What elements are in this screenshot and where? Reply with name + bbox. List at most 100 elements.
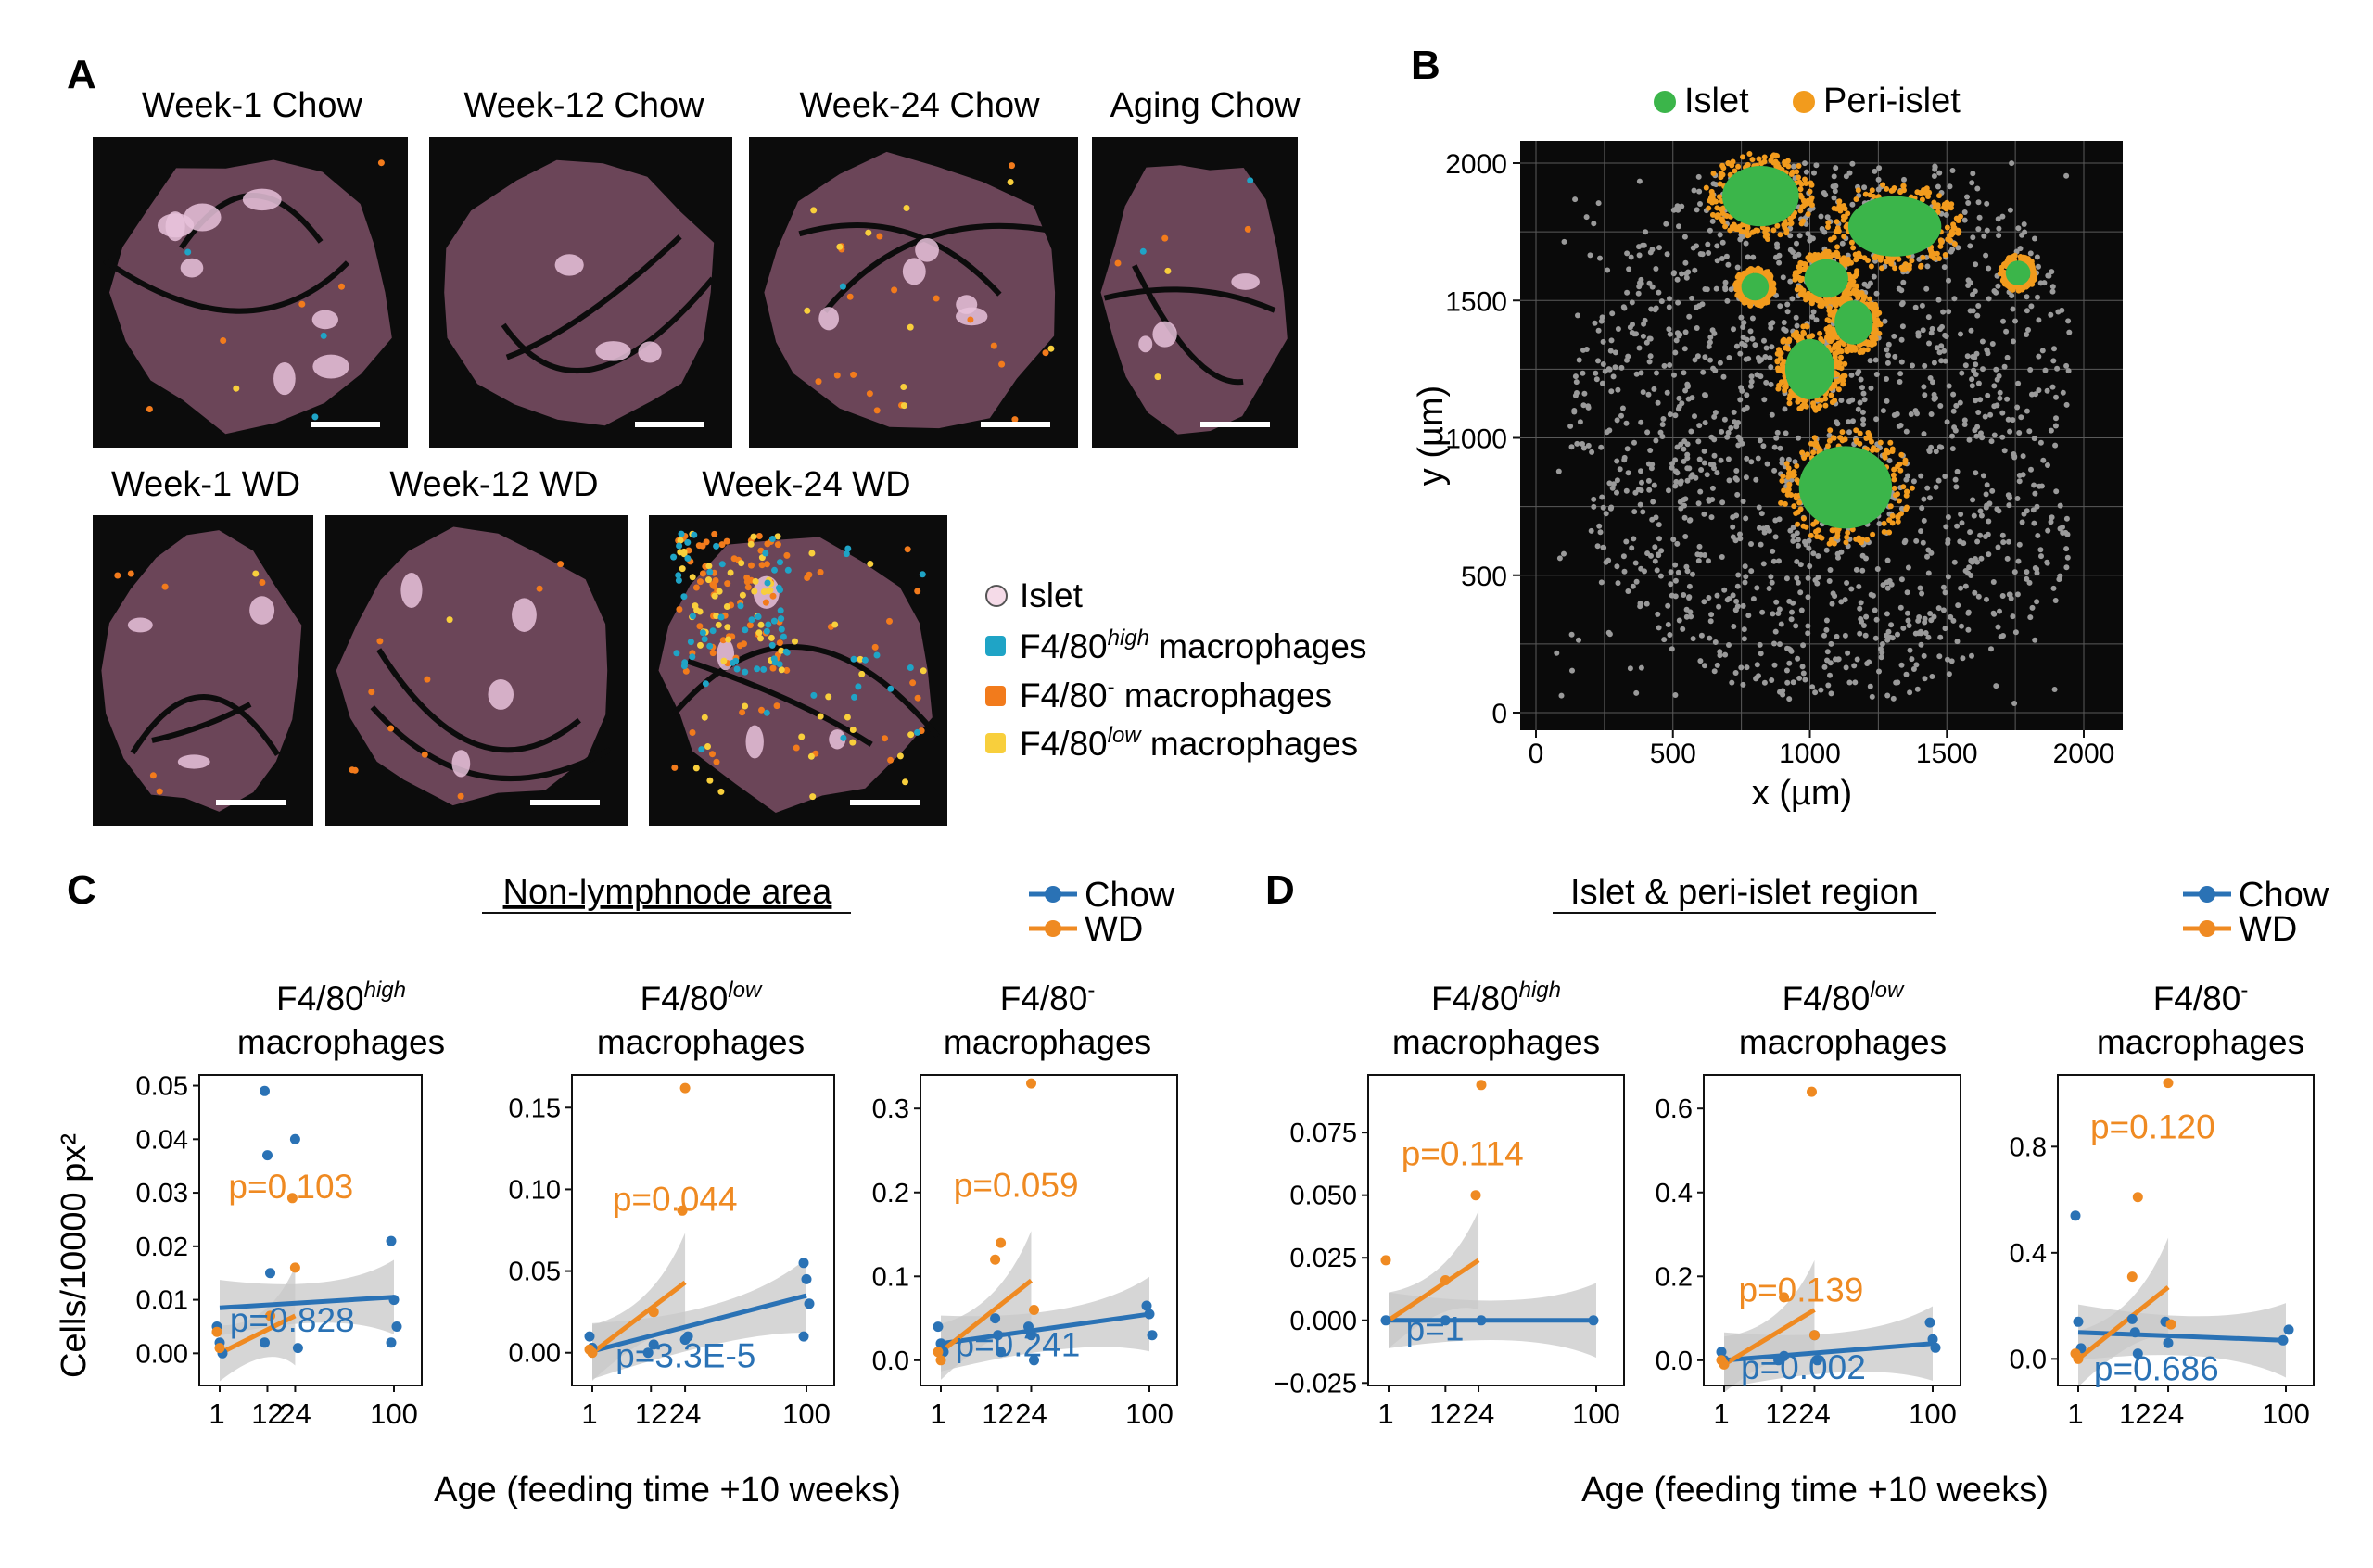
tissue-cell [2052, 442, 2059, 449]
f4-80-high-macrophage [784, 566, 792, 574]
tissue-cell [1896, 423, 1902, 429]
f4-80-high-macrophage [689, 653, 696, 661]
tissue-cell [1621, 568, 1628, 575]
peri-islet-cell [1900, 183, 1907, 189]
f4-80-low-macrophage [844, 714, 851, 721]
tissue-cell [1771, 640, 1777, 647]
f4-80-low-macrophage [903, 205, 910, 211]
tissue-cell [1644, 550, 1651, 557]
tissue-cell [1978, 555, 1985, 562]
chow-point [1029, 1355, 1039, 1366]
tissue-cell [1656, 522, 1662, 528]
tissue-cell [1783, 667, 1790, 674]
tissue-cell [2004, 555, 2011, 562]
tissue-cell [1794, 322, 1800, 329]
tissue-cell [1614, 477, 1620, 484]
tissue-cell [1583, 214, 1590, 221]
wd-point [935, 1355, 946, 1366]
peri-islet-cell [1881, 520, 1887, 526]
tissue-cell [1580, 441, 1585, 447]
panel-letter-d: D [1265, 867, 1295, 913]
tissue-cell [1962, 583, 1969, 589]
chow-p-value: p=0.828 [230, 1301, 355, 1339]
tissue-cell [1871, 273, 1877, 280]
chow-point [933, 1321, 944, 1333]
tissue-cell [1973, 261, 1979, 268]
tissue-cell [1732, 419, 1738, 425]
islet-region [1798, 446, 1893, 529]
tissue-cell [1661, 637, 1668, 643]
tissue-cell [2046, 272, 2052, 279]
tissue-cell [1945, 574, 1951, 580]
tissue-cell [1609, 310, 1616, 317]
tissue-cell [1701, 448, 1707, 454]
y-tick-label: 0.00 [509, 1339, 561, 1369]
tissue-cell [1931, 360, 1937, 366]
tissue-cell [1940, 584, 1947, 590]
f4-80-low-macrophage [706, 777, 714, 784]
x-tick-label: 12 [635, 1397, 666, 1430]
tissue-cell [1903, 671, 1910, 677]
tissue-cell [1924, 553, 1930, 560]
chow-p-value: p=3.3E-5 [615, 1337, 755, 1375]
x-tick-label: 100 [2262, 1397, 2310, 1430]
islet [184, 203, 222, 232]
tissue-cell [1748, 568, 1755, 575]
peri-islet-cell [1926, 189, 1933, 196]
peri-islet-cell [1707, 195, 1714, 201]
chow-point [260, 1085, 270, 1096]
peri-islet-cell [2001, 261, 2008, 268]
f4-80-low-macrophage [858, 670, 866, 677]
peri-islet-cell [1785, 346, 1792, 352]
wd-point [1380, 1255, 1391, 1266]
y-tick-label: 0.00 [136, 1339, 188, 1369]
tissue-cell [1738, 314, 1745, 321]
peri-islet-cell [1834, 378, 1839, 385]
tissue-cell [1969, 376, 1975, 383]
wd-point [211, 1326, 222, 1337]
peri-islet-cell [1797, 192, 1804, 198]
tissue-tile [325, 515, 628, 826]
f4-80-neg-macrophage [914, 694, 921, 702]
peri-islet-cell [1806, 334, 1812, 340]
f4-80-low-macrophage [900, 384, 907, 390]
tissue-cell [1573, 379, 1580, 386]
tissue-cell [1633, 578, 1640, 585]
tissue-cell [1794, 559, 1800, 564]
tissue-cell [1843, 173, 1849, 180]
tissue-cell [1612, 364, 1618, 371]
f4-80-low-macrophage [747, 540, 755, 548]
peri-islet-cell [1799, 449, 1806, 456]
tissue-cell [1627, 324, 1633, 331]
tissue-cell [1733, 468, 1740, 474]
tissue-cell [1600, 504, 1606, 511]
tissue-cell [1958, 331, 1963, 337]
tissue-cell [1788, 616, 1795, 623]
tissue-cell [1605, 267, 1611, 273]
peri-islet-cell [1921, 187, 1926, 193]
tissue-cell [1743, 240, 1749, 247]
f4-80-high-macrophage [851, 693, 857, 701]
tissue-cell [1990, 610, 1997, 616]
peri-islet-cell [1947, 233, 1953, 239]
tissue-cell [1784, 679, 1791, 686]
tissue-cell [1757, 437, 1763, 444]
tissue-cell [1726, 477, 1732, 484]
f4-80-neg-macrophage [709, 751, 716, 758]
tissue-cell [1645, 391, 1652, 398]
tissue-cell [1895, 679, 1901, 686]
peri-islet-cell [1835, 228, 1842, 234]
tissue-cell [1915, 617, 1922, 624]
tissue-cell [1800, 670, 1807, 677]
peri-islet-cell [1772, 158, 1779, 165]
tissue-cell [1936, 653, 1943, 660]
peri-islet-cell [1891, 476, 1897, 483]
tissue-cell [1753, 676, 1759, 682]
f4-80-high-macrophage [770, 617, 778, 625]
tissue-cell [2044, 559, 2050, 565]
peri-islet-cell [1761, 154, 1768, 160]
tissue-cell [1606, 480, 1613, 487]
tissue-cell [1869, 693, 1875, 700]
tissue-cell [1580, 347, 1586, 353]
tissue-cell [1758, 373, 1764, 380]
